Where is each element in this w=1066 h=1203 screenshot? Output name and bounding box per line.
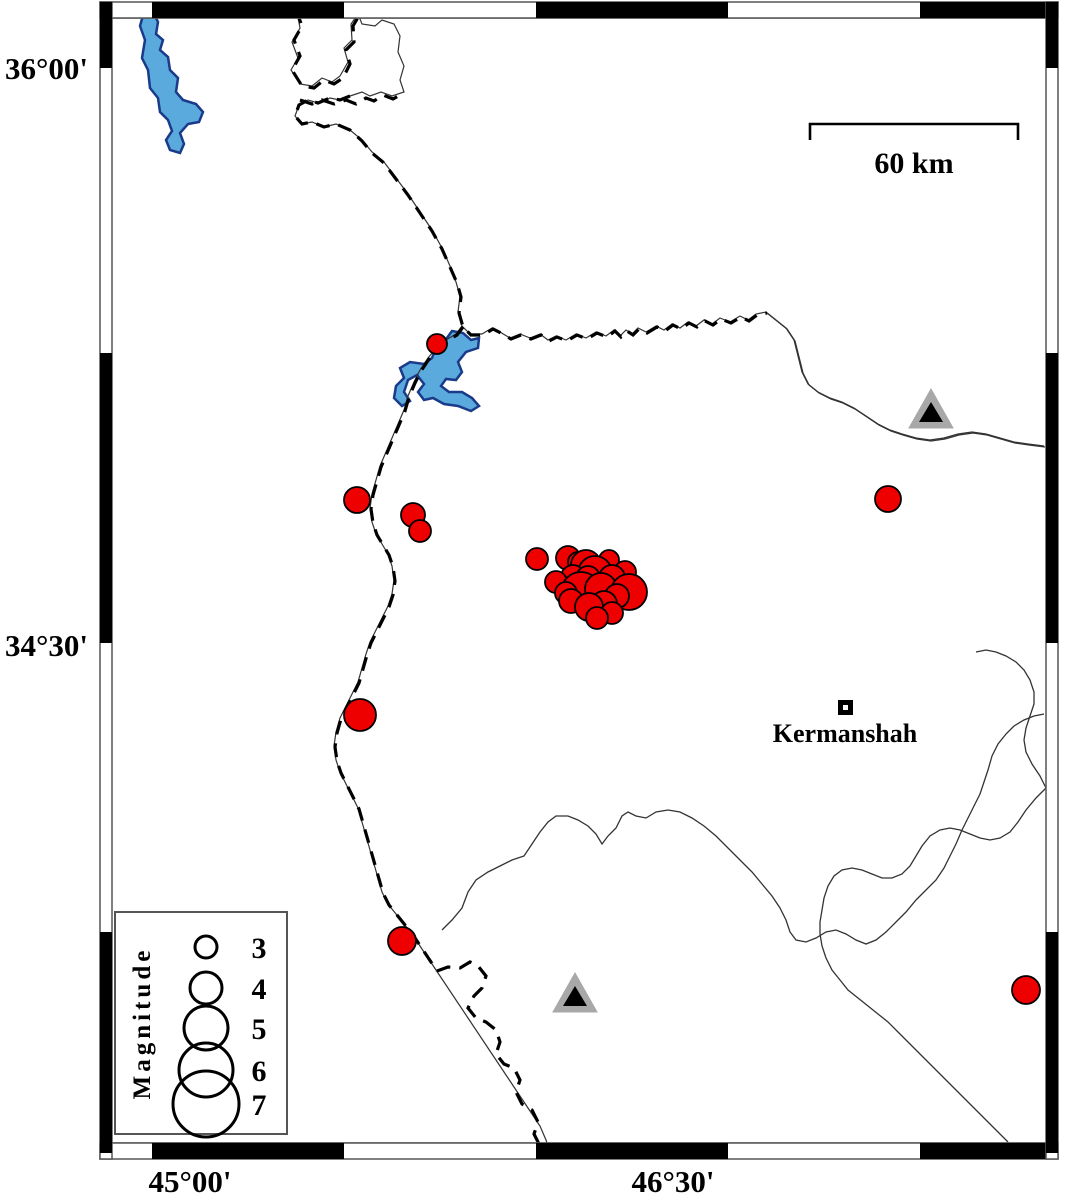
earthquake-marker: [1011, 975, 1041, 1005]
map-frame: [99, 1, 1059, 1160]
city-kermanshah: Kermanshah: [773, 700, 918, 748]
province-line-north-east: [766, 312, 1046, 448]
legend-label-m5: 5: [252, 1013, 267, 1046]
legend-label-m7: 7: [252, 1089, 267, 1122]
legend-circle-m6: [177, 1041, 235, 1099]
border-dashed-iraq-iran: [293, 94, 768, 343]
axis-labels: 36°00' 34°30' 45°00' 46°30': [5, 51, 715, 1199]
boundary-west-thin: [333, 325, 548, 1143]
internal-province-borders: [441, 312, 1047, 1143]
scale-bar-line: [808, 122, 1020, 140]
province-line-south-central: [441, 713, 1045, 945]
border-dashed-southwest: [436, 960, 541, 1143]
legend-title: Magnitude: [129, 947, 156, 1100]
station-marker: [552, 971, 598, 1013]
station-marker: [908, 387, 954, 429]
frame-band-right: [1045, 1, 1059, 1160]
x-axis-tick-label: 45°00': [148, 1164, 231, 1199]
earthquake-marker: [585, 606, 609, 630]
x-axis-tick-label: 46°30': [631, 1164, 714, 1199]
international-border: [290, 18, 768, 1143]
frame-band-bottom: [99, 1142, 1059, 1160]
earthquake-marker: [426, 333, 448, 355]
earthquake-marker: [343, 698, 377, 732]
city-label: Kermanshah: [773, 719, 918, 748]
border-dashed-north: [290, 18, 360, 90]
legend-circle-m7: [171, 1069, 241, 1139]
scale-bar-label: 60 km: [874, 147, 953, 180]
province-line-far-east: [819, 787, 1047, 1143]
scale-bar: 60 km: [808, 122, 1020, 180]
earthquake-marker: [874, 485, 902, 513]
province-line-northeast-branch: [975, 649, 1047, 789]
city-square-inner-icon: [843, 705, 848, 710]
legend-label-m3: 3: [252, 932, 267, 965]
frame-band-top: [99, 1, 1059, 19]
y-axis-tick-label: 36°00': [5, 51, 88, 86]
legend-label-m4: 4: [252, 973, 267, 1006]
boundary-northern-thin: [290, 18, 356, 87]
legend-circle-m5: [182, 1004, 230, 1052]
seismic-stations: [552, 387, 954, 1013]
legend-label-m6: 6: [252, 1055, 267, 1088]
border-dashed-northeast: [299, 92, 403, 106]
border-dashed-west: [333, 326, 465, 972]
lake-northwest: [138, 18, 205, 155]
magnitude-legend: Magnitude 3 4 5 6 7: [114, 911, 288, 1139]
frame-band-left: [99, 1, 113, 1160]
earthquake-marker: [525, 547, 549, 571]
lake-reservoir-central: [392, 329, 481, 413]
earthquake-marker: [408, 519, 432, 543]
earthquake-marker: [343, 486, 371, 514]
earthquake-epicenters: [343, 333, 1041, 1005]
triangle-inner-icon: [563, 986, 587, 1006]
y-axis-tick-label: 34°30': [5, 628, 88, 663]
legend-circle-m3: [193, 934, 219, 960]
triangle-inner-icon: [919, 402, 943, 422]
boundary-north-central-thin: [349, 18, 405, 97]
water-bodies: [138, 18, 481, 413]
earthquake-marker: [387, 926, 417, 956]
legend-circle-m4: [188, 970, 224, 1006]
